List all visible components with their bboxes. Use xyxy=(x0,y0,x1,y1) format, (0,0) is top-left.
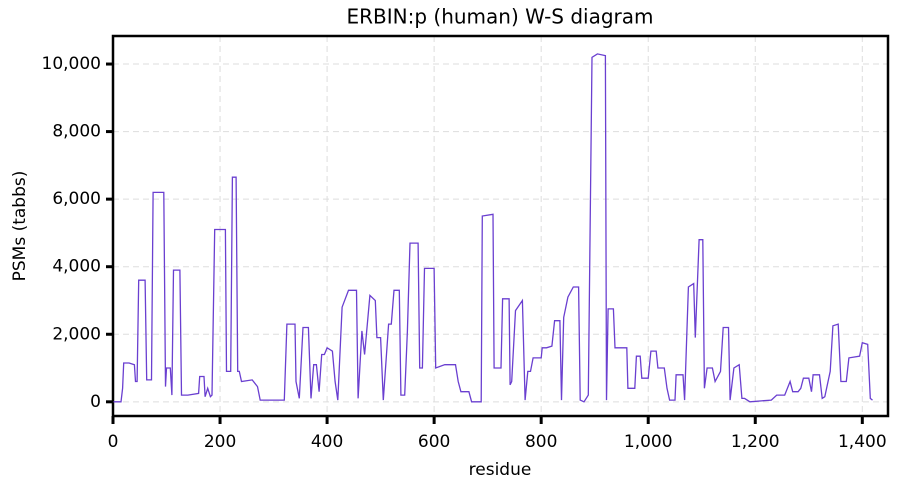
chart-title: ERBIN:p (human) W-S diagram xyxy=(346,5,653,29)
y-tick-label: 2,000 xyxy=(52,324,101,344)
x-tick-label: 1,400 xyxy=(838,432,887,452)
series-line xyxy=(113,53,873,403)
x-tick-label: 200 xyxy=(204,432,236,452)
y-tick-label: 4,000 xyxy=(52,257,101,277)
x-tick-label: 600 xyxy=(418,432,450,452)
x-tick-label: 1,000 xyxy=(624,432,673,452)
x-tick-label: 800 xyxy=(525,432,557,452)
y-tick-label: 10,000 xyxy=(42,54,101,74)
y-axis-label: PSMs (tabbs) xyxy=(10,171,30,282)
x-axis-label: residue xyxy=(469,460,532,480)
x-tick-label: 400 xyxy=(311,432,343,452)
y-tick-label: 6,000 xyxy=(52,189,101,209)
x-tick-label: 0 xyxy=(108,432,119,452)
y-tick-label: 0 xyxy=(90,392,101,412)
y-tick-label: 8,000 xyxy=(52,122,101,142)
x-tick-label: 1,200 xyxy=(731,432,780,452)
plot-frame xyxy=(111,34,890,418)
